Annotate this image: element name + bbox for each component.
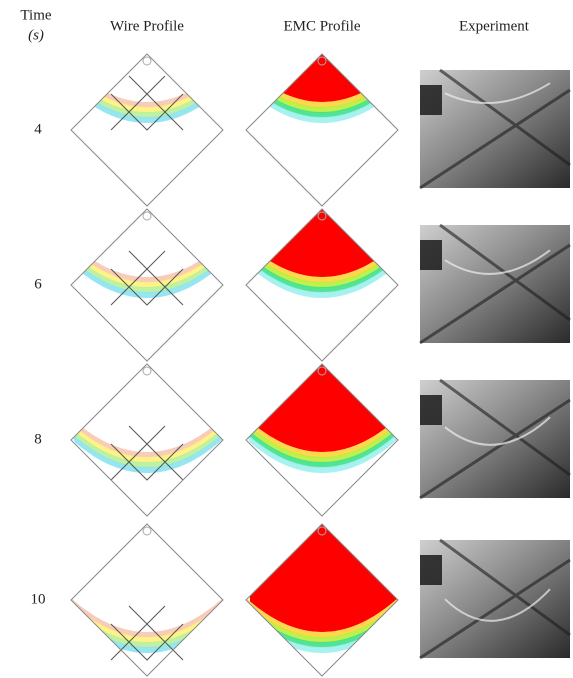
experiment-photo bbox=[420, 70, 570, 188]
wire-profile bbox=[71, 243, 223, 298]
wire-profile bbox=[71, 68, 223, 123]
wire-profile bbox=[71, 418, 223, 473]
wire-profile bbox=[71, 598, 223, 653]
column-title: EMC Profile bbox=[283, 18, 360, 34]
filled-region bbox=[246, 169, 398, 277]
flow-band bbox=[71, 248, 223, 288]
emc-profile bbox=[246, 324, 398, 473]
gate-marker bbox=[143, 367, 151, 375]
flow-band bbox=[71, 423, 223, 463]
column-title: Experiment bbox=[459, 18, 530, 34]
flow-band bbox=[71, 608, 223, 648]
filled-region bbox=[246, 324, 398, 452]
experiment-photo bbox=[420, 225, 570, 343]
panel-outline bbox=[71, 524, 223, 676]
photo-dark bbox=[420, 85, 442, 115]
time-label: 10 bbox=[31, 591, 46, 607]
time-unit: (s) bbox=[28, 27, 44, 43]
time-label: 4 bbox=[34, 121, 42, 137]
photo-dark bbox=[420, 555, 442, 585]
time-label: 8 bbox=[34, 431, 42, 447]
emc-profile bbox=[246, 484, 398, 653]
emc-profile bbox=[246, 169, 398, 298]
flow-band bbox=[71, 253, 223, 293]
photo-dark bbox=[420, 395, 442, 425]
column-title: Wire Profile bbox=[110, 18, 184, 34]
time-title: Time bbox=[20, 7, 51, 23]
flow-band bbox=[71, 428, 223, 468]
time-label: 6 bbox=[34, 276, 42, 292]
figure: Time (s) Wire Profile EMC Profile Experi… bbox=[0, 0, 573, 678]
photo-dark bbox=[420, 240, 442, 270]
gate-marker bbox=[143, 212, 151, 220]
flow-band bbox=[71, 68, 223, 108]
flow-band bbox=[71, 598, 223, 638]
experiment-photo bbox=[420, 540, 570, 658]
flow-band bbox=[71, 78, 223, 118]
gate-marker bbox=[143, 57, 151, 65]
filled-region bbox=[246, 484, 398, 632]
experiment-photo bbox=[420, 380, 570, 498]
gate-marker bbox=[143, 527, 151, 535]
